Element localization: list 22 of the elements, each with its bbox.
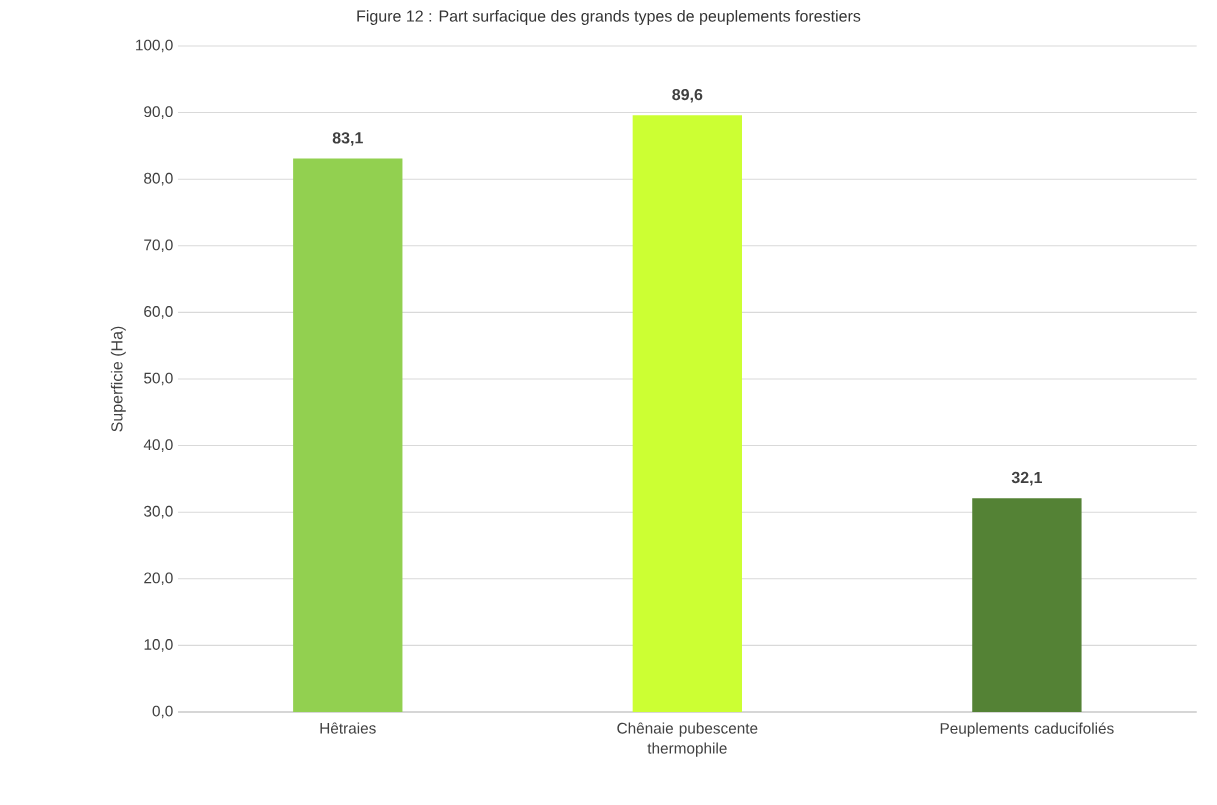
data-label: 32,1 bbox=[1011, 471, 1043, 486]
data-label: 83,1 bbox=[332, 132, 363, 146]
y-tick-label: 90,0 bbox=[144, 106, 173, 119]
bar bbox=[972, 498, 1082, 712]
y-tick-label: 80,0 bbox=[144, 172, 173, 186]
y-tick-label: 0,0 bbox=[152, 705, 173, 719]
y-axis-title: Superficie (Ha) bbox=[110, 326, 126, 432]
y-tick-label: 60,0 bbox=[144, 306, 173, 319]
y-tick-label: 70,0 bbox=[144, 239, 173, 253]
bar bbox=[632, 115, 742, 712]
x-tick-label: Hêtraies bbox=[320, 722, 376, 734]
y-tick-label: 20,0 bbox=[144, 572, 173, 586]
y-tick-label: 40,0 bbox=[143, 439, 173, 452]
chart-title: Figure 12 : Part surfacique des grands types de peuplements forestiers bbox=[357, 10, 861, 25]
y-tick-label: 30,0 bbox=[144, 505, 173, 519]
data-label: 89,6 bbox=[672, 88, 703, 103]
y-tick-label: 50,0 bbox=[144, 372, 173, 386]
y-tick-label: 10,0 bbox=[144, 639, 173, 652]
x-tick-label: Chênaie pubescente thermophile bbox=[617, 722, 758, 757]
x-tick-label: Peuplements caducifoliés bbox=[940, 722, 1114, 737]
y-tick-label: 100,0 bbox=[136, 39, 173, 53]
bar bbox=[293, 158, 403, 712]
